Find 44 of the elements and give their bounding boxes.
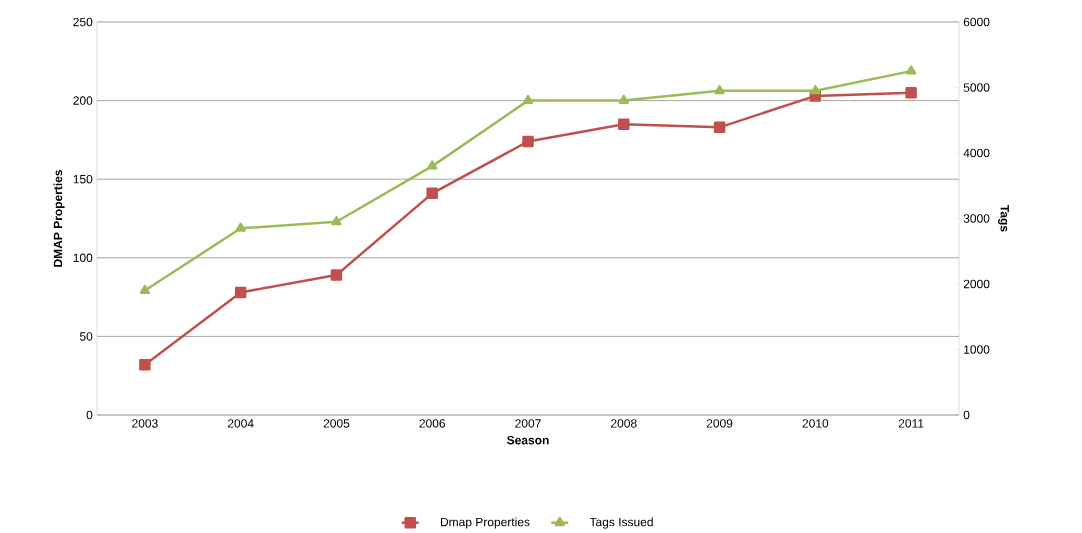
x-tick-label: 2010	[802, 419, 829, 428]
point	[427, 160, 438, 170]
point	[618, 94, 629, 105]
point	[714, 85, 725, 95]
point	[618, 118, 630, 130]
y2-tick-label: 2000	[963, 279, 990, 289]
x-tick-label: 2007	[515, 419, 541, 428]
x-tick-label: 2005	[323, 419, 350, 428]
y-tick-label: 200	[73, 96, 93, 105]
x-tick-label: 2011	[898, 419, 924, 428]
point	[810, 85, 821, 95]
x-tick-label: 2004	[227, 419, 254, 428]
y2-axis-title: Tags	[998, 205, 1009, 232]
x-axis-title: Season	[507, 435, 549, 445]
y2-tick-label: 3000	[963, 214, 990, 223]
point	[139, 358, 151, 371]
point	[713, 121, 726, 134]
y2-tick-label: 0	[963, 410, 970, 420]
legend-label: Dmap Properties	[440, 517, 530, 529]
point	[331, 216, 342, 226]
point	[522, 94, 534, 105]
point	[234, 286, 247, 299]
point	[330, 269, 343, 281]
y-tick-label: 0	[86, 410, 93, 420]
y-tick-label: 150	[73, 174, 93, 184]
y-tick-label: 50	[79, 332, 93, 341]
y2-tick-label: 5000	[963, 83, 990, 92]
x-tick-label: 2008	[611, 419, 637, 428]
y2-tick-label: 4000	[963, 148, 990, 158]
x-tick-label: 2009	[706, 419, 733, 428]
point	[235, 222, 246, 232]
x-tick-label: 2003	[132, 419, 158, 428]
y-tick-label: 100	[73, 253, 93, 263]
y2-tick-label: 1000	[964, 345, 990, 354]
point	[905, 86, 917, 99]
point	[905, 65, 917, 75]
y-axis-title: DMAP Properties	[53, 169, 65, 267]
point	[139, 284, 151, 295]
point	[522, 135, 534, 148]
x-tick-label: 2006	[419, 419, 446, 428]
y2-tick-label: 6000	[963, 17, 990, 27]
y-tick-label: 250	[73, 17, 93, 27]
legend-label: Tags Issued	[589, 517, 653, 529]
point	[426, 187, 438, 200]
